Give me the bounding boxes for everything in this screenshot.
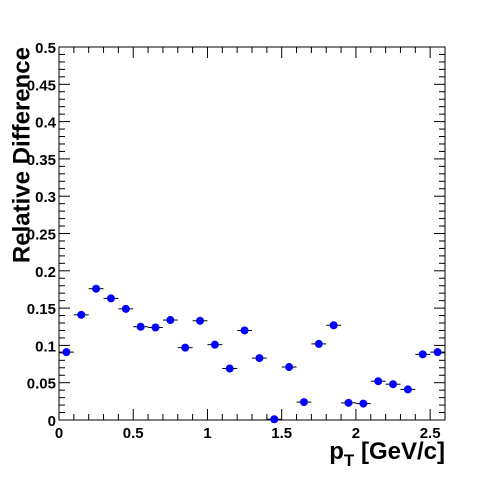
marker <box>225 364 234 373</box>
marker <box>285 363 294 372</box>
marker <box>136 322 145 331</box>
marker <box>166 316 175 325</box>
data-point <box>103 294 119 303</box>
y-axis-title: Relative Difference <box>8 47 35 263</box>
x-axis-title: pT [GeV/c] <box>329 438 445 470</box>
marker <box>77 310 86 319</box>
y-tick-label: 0.05 <box>27 376 56 393</box>
marker <box>433 348 442 357</box>
x-axis-title-subscript: T <box>344 451 355 470</box>
marker <box>62 348 71 357</box>
marker <box>329 321 338 330</box>
marker <box>270 415 279 424</box>
data-point <box>59 348 74 357</box>
marker <box>196 316 205 325</box>
data-point <box>430 348 445 357</box>
data-point <box>73 310 89 319</box>
y-tick-label: 0 <box>48 413 56 430</box>
x-tick-label: 0 <box>55 425 63 442</box>
data-point <box>400 385 416 394</box>
x-tick-label: 2 <box>352 425 360 442</box>
y-tick-label: 0.4 <box>35 115 57 132</box>
y-tick-label: 0.45 <box>27 77 56 94</box>
y-tick-label: 0.2 <box>35 264 56 281</box>
data-point <box>415 350 431 359</box>
data-point <box>192 316 208 325</box>
y-tick-labels: 0 0.05 0.1 0.15 0.2 0.25 0.3 0.35 0.4 0.45 0.5 <box>27 40 57 430</box>
x-axis-title-main: p <box>329 438 344 465</box>
data-point <box>148 323 163 332</box>
y-tick-label: 0.35 <box>27 152 56 169</box>
marker <box>210 340 219 349</box>
data-point <box>281 363 297 372</box>
data-point <box>266 415 282 424</box>
data-point <box>311 339 327 348</box>
marker <box>151 323 160 332</box>
data-point <box>296 398 312 407</box>
data-point <box>326 321 342 330</box>
marker <box>255 354 264 363</box>
data-point <box>118 304 134 313</box>
y-tick-label: 0.25 <box>27 227 56 244</box>
marker <box>418 350 427 359</box>
x-tick-label: 2.5 <box>420 425 441 442</box>
marker <box>181 343 190 352</box>
marker <box>240 326 249 335</box>
x-tick-label: 0.5 <box>123 425 144 442</box>
marker <box>314 339 323 348</box>
data-point <box>355 399 371 408</box>
data-point <box>207 340 223 349</box>
data-point <box>237 326 252 335</box>
marker <box>121 304 130 313</box>
marker <box>389 380 398 389</box>
marker <box>359 399 368 408</box>
data-point <box>385 380 401 389</box>
x-tick-label: 1 <box>203 425 211 442</box>
y-tick-label: 0.15 <box>27 301 56 318</box>
data-point <box>177 343 193 352</box>
x-axis-title-unit: [GeV/c] <box>354 438 445 465</box>
marker <box>299 398 308 407</box>
data-points <box>59 284 445 424</box>
marker <box>92 284 101 293</box>
marker <box>344 398 353 407</box>
data-point <box>162 316 178 325</box>
data-point <box>222 364 238 373</box>
y-tick-label: 0.3 <box>35 189 56 206</box>
marker <box>106 294 115 303</box>
data-point <box>341 398 356 407</box>
y-tick-label: 0.5 <box>35 40 56 57</box>
data-point <box>252 354 267 363</box>
data-point <box>88 284 104 293</box>
marker <box>403 385 412 394</box>
data-point <box>133 322 149 331</box>
marker <box>374 377 383 386</box>
y-tick-label: 0.1 <box>35 338 56 355</box>
axis-ticks <box>58 46 446 421</box>
x-tick-labels: 0 0.5 1 1.5 2 2.5 <box>55 425 441 442</box>
data-point <box>370 377 386 386</box>
x-tick-label: 1.5 <box>271 425 292 442</box>
